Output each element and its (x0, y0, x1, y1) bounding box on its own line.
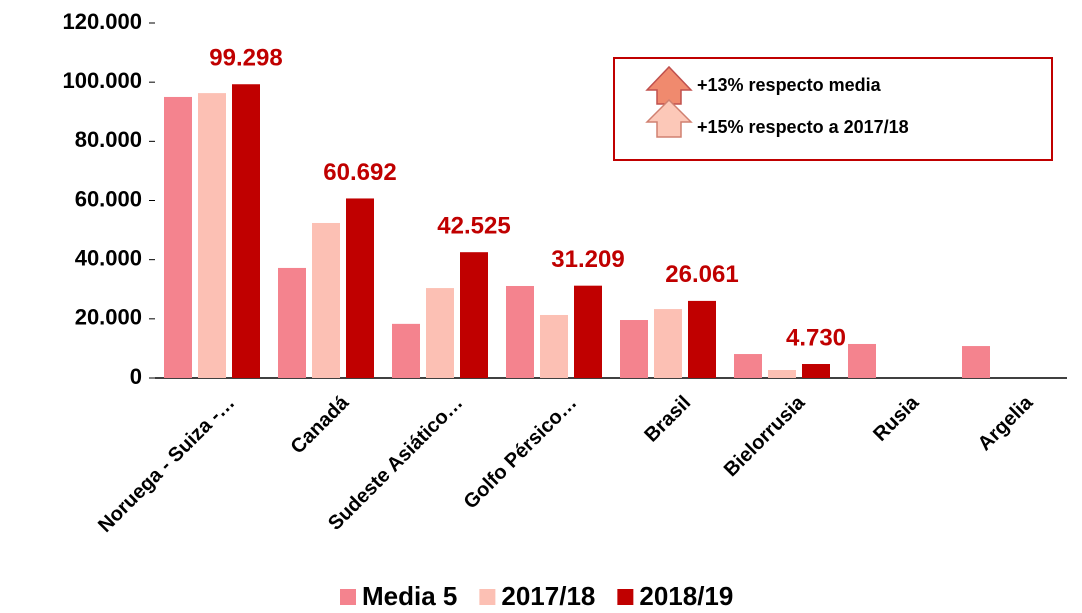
bar (460, 252, 488, 378)
bar (426, 288, 454, 378)
x-tick-label: Brasil (640, 392, 695, 447)
bar (848, 343, 876, 378)
y-tick-label: 0 (130, 364, 142, 389)
x-tick-label: Golfo Pérsico… (460, 392, 582, 514)
legend-label: Media 5 (362, 581, 457, 611)
value-label: 4.730 (786, 324, 846, 351)
y-tick-label: 100.000 (62, 68, 142, 93)
bar (574, 285, 602, 378)
bar (278, 267, 306, 378)
bar (734, 354, 762, 378)
annotation-box (613, 57, 1053, 161)
bar (620, 320, 648, 378)
x-tick-label: Canadá (287, 391, 354, 458)
x-tick-label: Bielorrusia (720, 391, 810, 481)
value-label: 60.692 (323, 159, 396, 186)
bar (768, 370, 796, 378)
value-label: 31.209 (551, 246, 624, 273)
bar (198, 93, 226, 379)
bar (688, 300, 716, 378)
legend-swatch (340, 589, 356, 605)
x-tick-label: Rusia (869, 391, 924, 446)
bar (346, 198, 374, 378)
bar (802, 364, 830, 378)
value-label: 26.061 (665, 261, 738, 288)
value-label: 99.298 (209, 45, 282, 72)
legend-swatch (479, 589, 496, 605)
bar (540, 314, 568, 378)
bar (654, 309, 682, 378)
value-label: 42.525 (437, 213, 510, 240)
bar (962, 346, 990, 378)
annotation: +13% respecto media (697, 75, 882, 95)
arrow-icon (645, 65, 693, 105)
y-tick-label: 80.000 (75, 127, 142, 152)
arrow-icon (645, 98, 693, 138)
bar (506, 285, 534, 378)
legend-label: 2018/19 (639, 581, 733, 611)
bar (312, 222, 340, 378)
legend-label: 2017/18 (501, 581, 595, 611)
y-tick-label: 120.000 (62, 9, 142, 34)
bar (392, 323, 420, 378)
y-tick-label: 40.000 (75, 245, 142, 270)
y-tick-label: 60.000 (75, 186, 142, 211)
x-tick-label: Noruega - Suiza -… (94, 392, 239, 537)
bar (164, 96, 192, 378)
annotation: +15% respecto a 2017/18 (697, 117, 909, 137)
legend-swatch (617, 589, 634, 605)
y-tick-label: 20.000 (75, 305, 142, 330)
bar (232, 84, 260, 379)
x-tick-label: Argelia (974, 391, 1038, 455)
